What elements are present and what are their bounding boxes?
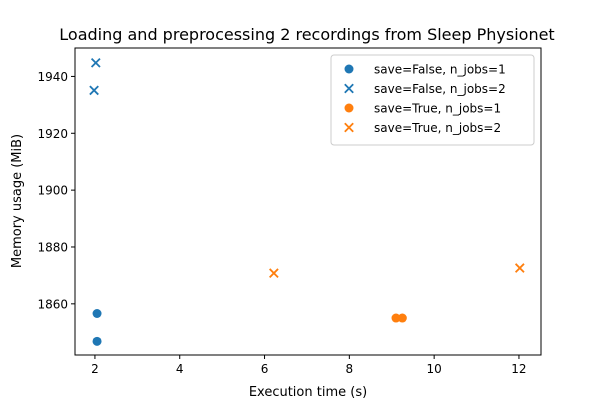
legend-marker-series-3 — [344, 103, 354, 113]
x-tick-label: 2 — [91, 362, 99, 376]
legend-frame — [330, 54, 535, 146]
x-tick-label: 10 — [427, 362, 442, 376]
y-tick-label: 1940 — [37, 70, 68, 84]
y-tick-label: 1860 — [37, 297, 68, 311]
y-tick-label: 1880 — [37, 240, 68, 254]
data-point-series-1 — [92, 336, 102, 346]
y-tick-label: 1920 — [37, 127, 68, 141]
x-axis-label: Execution time (s) — [249, 385, 367, 400]
x-tick-label: 4 — [176, 362, 184, 376]
y-axis-label: Memory usage (MiB) — [10, 134, 25, 268]
data-point-series-3 — [397, 313, 407, 323]
legend-marker-series-1 — [344, 64, 354, 74]
x-tick-label: 6 — [261, 362, 269, 376]
x-tick-label: 8 — [346, 362, 354, 376]
legend-label-series-4: save=True, n_jobs=2 — [374, 121, 501, 135]
data-points — [89, 57, 525, 346]
x-tick-label: 12 — [511, 362, 526, 376]
axis-ticks: 2 4 6 8 10 12 1860 1880 1900 1920 1940 — [37, 70, 526, 376]
data-point-series-4 — [514, 263, 525, 273]
chart-title: Loading and preprocessing 2 recordings f… — [59, 25, 554, 44]
legend-marker-series-2 — [344, 83, 354, 94]
data-point-series-1 — [92, 308, 102, 318]
plot-frame — [74, 47, 542, 356]
legend: save=False, n_jobs=1 save=False, n_jobs=2… — [330, 54, 535, 146]
y-tick-label: 1900 — [37, 184, 68, 198]
data-point-series-3 — [391, 313, 401, 323]
data-point-series-2 — [89, 85, 99, 96]
legend-label-series-1: save=False, n_jobs=1 — [374, 63, 506, 77]
legend-label-series-2: save=False, n_jobs=2 — [374, 82, 506, 96]
data-point-series-4 — [269, 268, 279, 278]
data-point-series-2 — [90, 57, 101, 68]
legend-label-series-3: save=True, n_jobs=1 — [374, 102, 501, 116]
legend-marker-series-4 — [344, 122, 354, 133]
